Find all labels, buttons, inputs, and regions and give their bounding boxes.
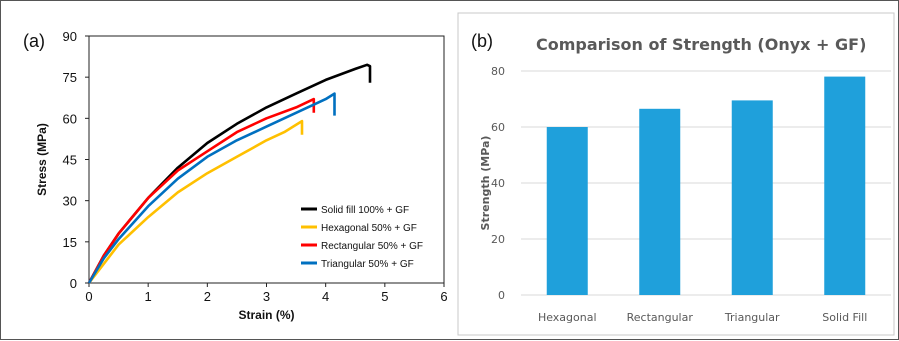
y-tick-label: 15: [63, 235, 77, 250]
y-tick-label: 20: [491, 233, 505, 246]
y-tick-label: 60: [63, 111, 77, 126]
x-category-label: Solid Fill: [822, 311, 867, 324]
x-tick-label: 2: [204, 289, 211, 304]
x-category-label: Triangular: [724, 311, 780, 324]
x-category-label: Hexagonal: [538, 311, 597, 324]
y-tick-label: 30: [63, 194, 77, 209]
y-axis-title: Strength (MPa): [479, 136, 492, 231]
y-tick-label: 80: [491, 65, 505, 78]
chart-title: Comparison of Strength (Onyx + GF): [536, 35, 866, 54]
x-tick-label: 4: [322, 289, 329, 304]
series-line-3: [87, 97, 316, 284]
y-axis-title: Stress (MPa): [35, 123, 49, 196]
bar-solid-fill: [824, 76, 866, 295]
bar-hexagonal: [546, 127, 588, 295]
series-line-4: [87, 92, 336, 284]
x-tick-label: 3: [263, 289, 270, 304]
panel-a-label: (a): [23, 31, 45, 51]
legend-label-4: Triangular 50% + GF: [321, 259, 414, 270]
y-tick-label: 45: [63, 153, 77, 168]
legend-label-1: Solid fill 100% + GF: [321, 205, 409, 216]
bar-rectangular: [639, 108, 681, 295]
x-tick-label: 0: [85, 289, 92, 304]
x-axis-title: Strain (%): [238, 308, 294, 322]
x-tick-label: 1: [145, 289, 152, 304]
panel-b-strength-bar-chart: (b) Comparison of Strength (Onyx + GF) 0 20…: [457, 12, 895, 336]
y-tick-label: 75: [63, 70, 77, 85]
x-category-label: Rectangular: [627, 311, 694, 324]
panel-b-label: (b): [471, 31, 493, 51]
y-tick-label: 40: [491, 177, 505, 190]
x-tick-label: 5: [381, 289, 388, 304]
y-tick-label: 60: [491, 121, 505, 134]
legend-label-2: Hexagonal 50% + GF: [321, 223, 417, 234]
y-tick-label: 90: [63, 29, 77, 44]
y-tick-label: 0: [70, 276, 77, 291]
x-tick-label: 6: [440, 289, 447, 304]
legend-label-3: Rectangular 50% + GF: [321, 241, 423, 252]
bar-triangular: [731, 100, 773, 296]
chart-area-border: [457, 12, 895, 336]
y-tick-label: 0: [498, 289, 505, 302]
series-line-2: [87, 119, 304, 284]
